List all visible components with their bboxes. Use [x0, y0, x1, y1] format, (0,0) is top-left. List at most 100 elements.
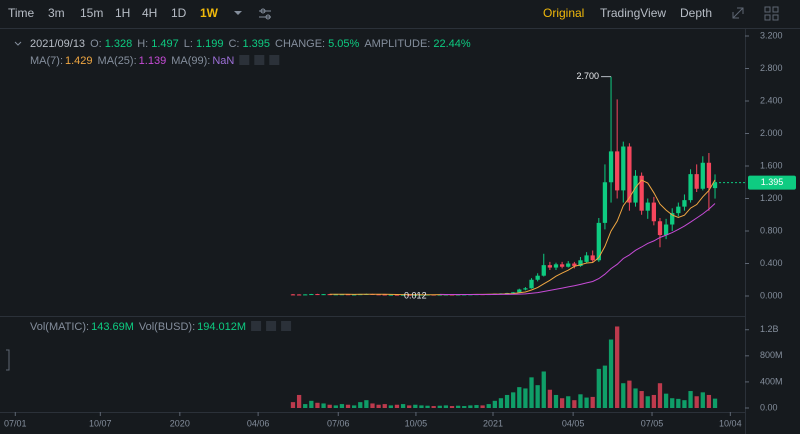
y-tick-label: 2.000 [760, 128, 783, 138]
high-value: 1.497 [151, 38, 179, 50]
volume-bar [547, 389, 553, 408]
candle-body [639, 175, 644, 211]
candle-body [663, 224, 669, 236]
view-tab[interactable]: Original [543, 6, 584, 20]
volume-bar [663, 393, 669, 408]
side-handle[interactable] [6, 349, 10, 371]
volume-bar [566, 396, 571, 408]
interval-tab[interactable]: 3m [48, 6, 65, 20]
candle-body [559, 264, 565, 267]
volume-bar [455, 405, 461, 408]
y-tick-label: 0.000 [760, 290, 783, 300]
volume-bar [358, 402, 363, 408]
volume-bar [712, 398, 718, 408]
candle-body [394, 294, 400, 296]
candle-body [651, 202, 657, 222]
volume-bar [529, 377, 534, 408]
interval-tab[interactable]: 1H [115, 6, 130, 20]
volume-bar [492, 400, 497, 408]
volume-tool-icon[interactable] [266, 321, 277, 331]
x-tick-label: 2021 [483, 418, 503, 428]
volume-bar [321, 403, 326, 408]
volume-bar [394, 404, 400, 408]
interval-tab[interactable]: 4H [142, 6, 157, 20]
ma-tool-icon[interactable] [239, 55, 250, 65]
candle-body [352, 294, 357, 296]
volume-bar [670, 398, 675, 408]
interval-tab[interactable]: Time [8, 6, 35, 20]
candle-body [700, 162, 705, 189]
interval-tab[interactable]: 15m [80, 6, 103, 20]
volume-bar [572, 400, 577, 408]
candle-body [584, 255, 589, 262]
volume-y-tick-label: 0.00 [760, 402, 778, 412]
grid-icon[interactable] [764, 6, 779, 21]
volume-bar [364, 400, 369, 408]
candle-body [676, 206, 681, 214]
candle-body [407, 294, 412, 296]
volume-bar [352, 405, 357, 408]
candle-body [376, 294, 381, 296]
candle-body [621, 146, 626, 191]
candle-body [529, 279, 534, 289]
volume-bar [486, 404, 491, 408]
interval-tab[interactable]: 1D [171, 6, 187, 20]
dropdown-icon[interactable] [234, 11, 242, 15]
price-tag-label: 1.395 [761, 177, 784, 187]
candle-body [572, 263, 577, 266]
ma-tool-icon[interactable] [254, 55, 265, 65]
low-value: 1.199 [196, 38, 224, 50]
close-label: C: [228, 38, 239, 50]
price-tag [748, 175, 796, 190]
ma-line [439, 203, 716, 295]
volume-bar [608, 339, 614, 408]
view-tab[interactable]: TradingView [600, 6, 666, 20]
candle-body [627, 146, 632, 203]
settings-icon[interactable] [259, 8, 271, 20]
volume-name: Vol(MATIC): [30, 321, 89, 333]
candle-body [321, 294, 326, 296]
view-tab[interactable]: Depth [680, 6, 712, 20]
high-label: H: [137, 38, 148, 50]
volume-bar [511, 392, 516, 408]
volume-bar [602, 365, 608, 408]
volume-bar [339, 404, 345, 408]
volume-bar [688, 391, 693, 408]
volume-bar [468, 405, 473, 408]
volume-bar [517, 387, 522, 408]
x-tick-label: 10/05 [405, 418, 428, 428]
volume-bar [676, 398, 681, 408]
interval-tab[interactable]: 1W [200, 6, 219, 20]
volume-tool-icon[interactable] [281, 321, 292, 331]
volume-bar [694, 396, 699, 408]
volume-bar [657, 383, 663, 408]
volume-bar [553, 394, 559, 408]
candle-body [315, 294, 320, 296]
ma-tool-icon[interactable] [269, 55, 280, 65]
volume-bar [480, 405, 485, 408]
quote-volume-name: Vol(BUSD): [139, 321, 195, 333]
volume-bar [559, 398, 565, 408]
expand-icon[interactable] [732, 7, 744, 19]
volume-bar [523, 388, 528, 408]
open-label: O: [90, 38, 102, 50]
candle-body [296, 294, 302, 296]
volume-bar [425, 405, 430, 408]
candle-body [400, 294, 406, 296]
volume-bar [590, 396, 595, 408]
volume-bar [596, 368, 601, 408]
candle-body [578, 260, 583, 266]
volume-bar [645, 396, 650, 408]
volume-tool-icon[interactable] [251, 321, 262, 331]
ma-value: 1.429 [65, 55, 93, 67]
ma-value: 1.139 [139, 55, 167, 67]
volume-bar [296, 394, 302, 408]
date: 2021/09/13 [30, 38, 85, 50]
collapse-icon[interactable] [14, 41, 22, 46]
candle-body [290, 294, 296, 296]
volume-bar [474, 405, 479, 408]
candle-body [553, 264, 559, 268]
volume-y-tick-label: 1.2B [760, 324, 779, 334]
